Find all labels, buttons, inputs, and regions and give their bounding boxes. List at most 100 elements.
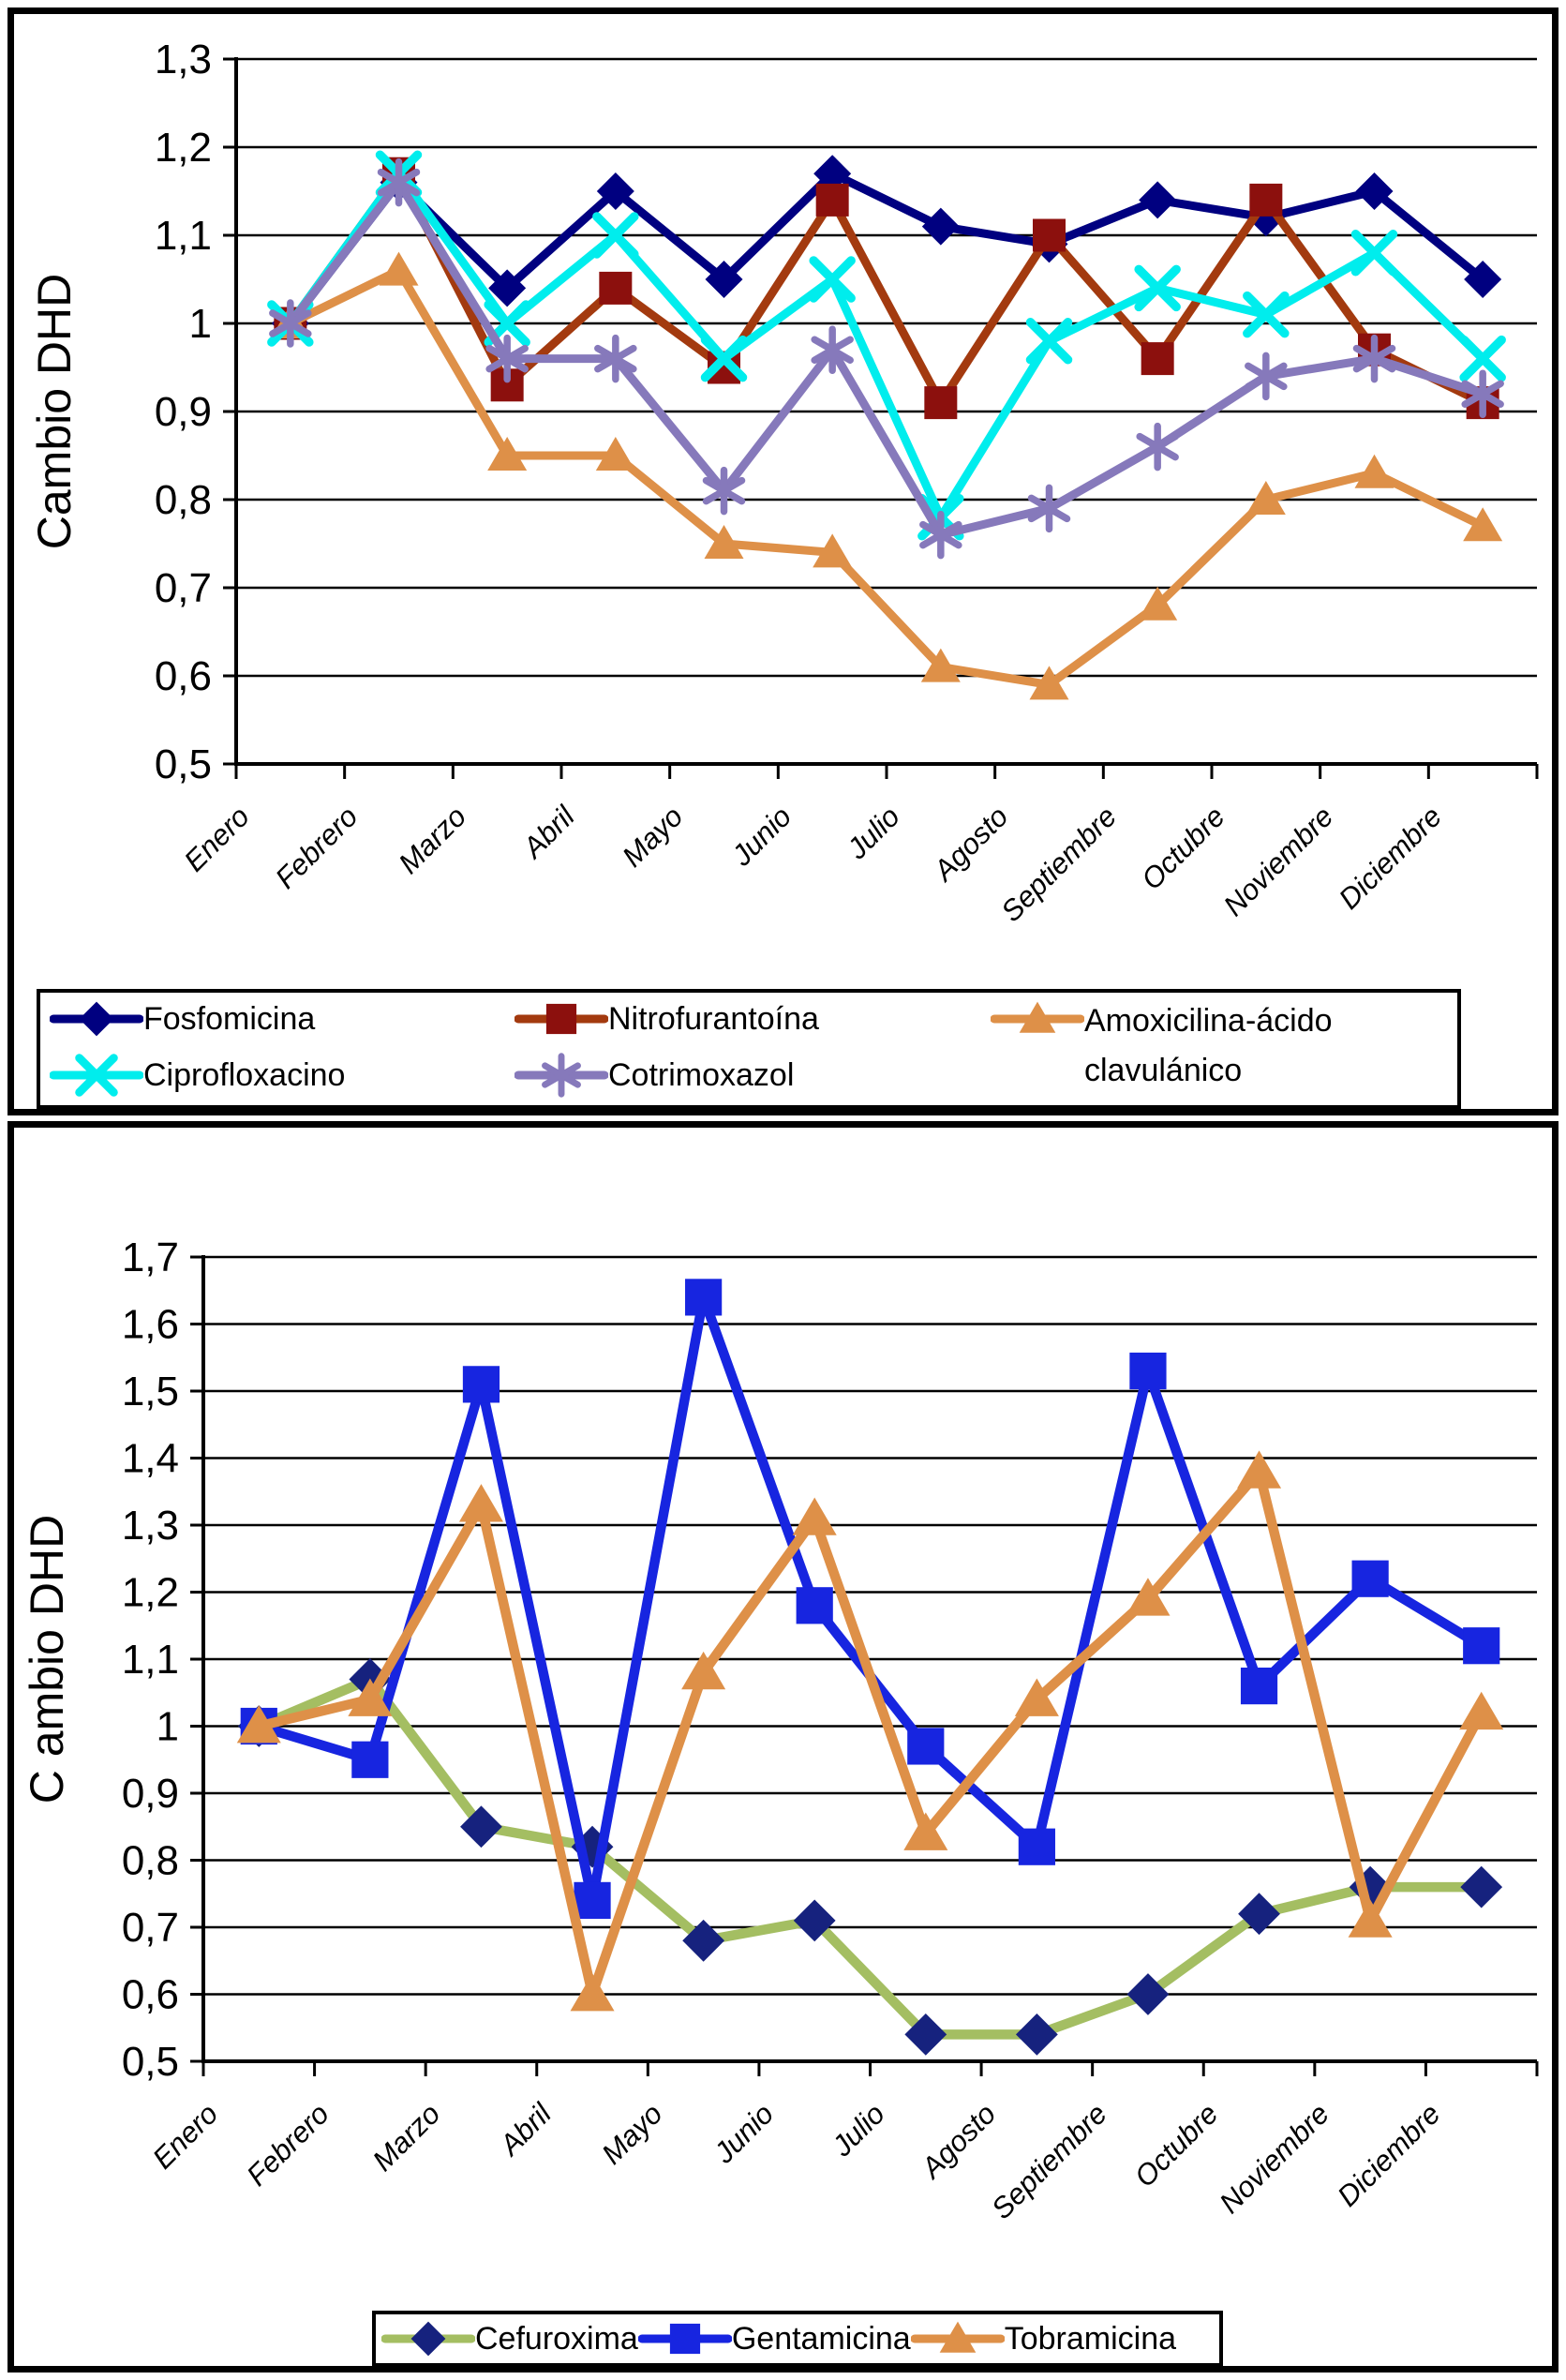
square-marker (796, 1587, 833, 1624)
figure-bottom-antibiotics-chart: 0,5 0,6 0,7 0,8 0,9 1 1,1 1,2 1,3 1,4 1,5 1,6 1,7 Ene… (7, 1121, 1559, 2373)
legend-label-tobramicina: Tobramicina (1004, 2321, 1177, 2357)
triangle-marker (939, 2321, 977, 2353)
x-tick-label-febrero: Febrero (269, 800, 365, 895)
x-tick-label-octubre: Octubre (1128, 2097, 1225, 2193)
x-tick-label-mayo: Mayo (595, 2097, 668, 2170)
diamond-marker (1015, 2013, 1058, 2056)
square-marker (815, 183, 849, 217)
star-marker (811, 325, 854, 374)
y-tick-label: 1 (157, 1704, 179, 1750)
x-marker (75, 1054, 118, 1097)
y-tick-label: 1,2 (155, 125, 212, 171)
x-tick-label-julio: Julio (840, 800, 906, 866)
legend-item-cefuroxima: Cefuroxima (381, 2316, 638, 2361)
legend-item-nitrofurantoina: Nitrofurantoína (515, 996, 991, 1041)
triangle-marker (704, 525, 744, 559)
diamond-marker (705, 261, 743, 298)
square-marker (1033, 218, 1066, 252)
triangle-marker (379, 251, 419, 286)
series-cotrimoxazol (269, 157, 1504, 560)
y-tick-label: 0,5 (155, 741, 212, 787)
x-tick-label-enero: Enero (146, 2097, 224, 2175)
x-tick-label-mayo: Mayo (616, 800, 689, 873)
x-tick-label-junio: Junio (707, 2097, 780, 2170)
triangle-marker (681, 1651, 726, 1690)
triangle-marker (1245, 481, 1286, 515)
triangle-marker (792, 1497, 837, 1535)
y-tick-label: 1,3 (122, 1503, 179, 1549)
legend-item-ciprofloxacino: Ciprofloxacino (50, 1053, 515, 1098)
x-marker (1459, 335, 1506, 382)
triangle-marker (1348, 1899, 1393, 1938)
y-axis-title: C ambio DHD (21, 1515, 73, 1804)
legend-label-gentamicina: Gentamicina (731, 2321, 911, 2357)
diamond-marker (921, 207, 960, 246)
diamond-marker (813, 155, 852, 193)
legend-item-cotrimoxazol: Cotrimoxazol (515, 1053, 991, 1098)
diamond-marker (1139, 181, 1177, 219)
square-marker (1249, 183, 1283, 217)
x-marker (700, 335, 748, 382)
diamond-marker (488, 269, 527, 307)
triangle-marker (487, 437, 528, 471)
y-tick-label: 0,6 (155, 653, 212, 699)
x-tick-label-enero: Enero (178, 800, 256, 877)
diamond-marker (596, 172, 634, 210)
y-tick-label: 1,3 (155, 37, 212, 82)
fosfomicina-legend-marker (50, 1001, 143, 1037)
y-tick-label: 0,8 (122, 1838, 179, 1884)
x-marker (809, 256, 856, 303)
triangle-marker (595, 437, 635, 471)
cefuroxima-legend-marker (381, 2321, 475, 2357)
star-marker (919, 510, 962, 560)
triangle-marker (1354, 454, 1394, 488)
diamond-marker (1126, 1973, 1170, 2015)
x-marker (1134, 264, 1181, 312)
bottom-chart-legend: Cefuroxima Gentamicina Tobramicina (372, 2311, 1223, 2367)
series-cefuroxima (237, 1658, 1503, 2056)
star-marker (1245, 352, 1288, 401)
star-marker (1352, 334, 1396, 383)
square-marker (462, 1366, 500, 1403)
series-tobramicina (236, 1450, 1504, 2012)
y-tick-label: 1,1 (122, 1637, 179, 1683)
y-axis-title: Cambio DHD (28, 274, 81, 550)
diamond-marker (1464, 261, 1502, 298)
triangle-marker (920, 648, 961, 682)
triangle-marker (1459, 1691, 1504, 1730)
series-gentamicina (240, 1279, 1500, 1919)
x-tick-label-diciembre: Diciembre (1331, 2097, 1446, 2212)
y-tick-label: 1,1 (155, 213, 212, 259)
x-tick-label-abril: Abril (492, 2096, 559, 2163)
tobramicina-legend-marker (910, 2321, 1005, 2353)
x-tick-label-agosto: Agosto (914, 2097, 1002, 2185)
legend-label-nitrofurantoina: Nitrofurantoína (608, 1001, 819, 1037)
triangle-marker (570, 1973, 615, 2012)
x-tick-label-septiembre: Septiembre (994, 800, 1123, 928)
x-tick-label-noviembre: Noviembre (1217, 800, 1340, 922)
diamond-marker (410, 2321, 446, 2357)
square-marker (1351, 1560, 1389, 1597)
x-tick-label-agosto: Agosto (926, 800, 1014, 888)
gridlines (203, 1255, 1537, 1996)
y-tick-label: 1,7 (122, 1235, 179, 1280)
triangle-marker (1029, 666, 1069, 700)
x-marker (1025, 318, 1073, 365)
diamond-marker (79, 1001, 114, 1037)
y-tick-label: 0,9 (155, 389, 212, 435)
y-tick-label: 0,6 (122, 1972, 179, 2018)
axes (190, 1255, 1539, 2076)
cotrimoxazol-legend-marker (515, 1053, 608, 1098)
square-marker (924, 386, 958, 420)
figure-top-antibiotics-chart: 0,5 0,6 0,7 0,8 0,9 1 1,1 1,2 1,3 Enero Febrero Mar… (7, 7, 1559, 1115)
y-tick-label: 1 (189, 301, 212, 347)
star-marker (377, 157, 421, 207)
y-tick-label: 1,2 (122, 1570, 179, 1616)
legend-item-tobramicina: Tobramicina (910, 2316, 1177, 2361)
square-marker (1129, 1352, 1167, 1390)
x-marker (592, 212, 639, 259)
star-marker (485, 334, 529, 383)
legend-item-fosfomicina: Fosfomicina (50, 996, 515, 1041)
y-tick-label: 0,5 (122, 2039, 179, 2085)
y-tick-label: 0,7 (155, 565, 212, 611)
